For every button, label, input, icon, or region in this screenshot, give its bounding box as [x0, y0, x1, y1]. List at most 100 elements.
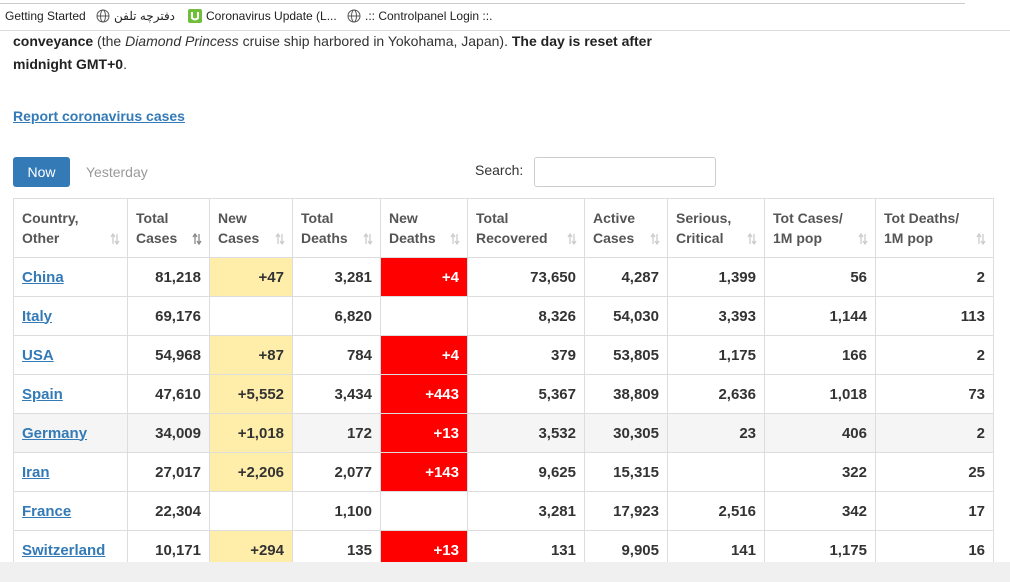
value-cell: +1,018 — [209, 413, 293, 453]
value-cell: 1,175 — [667, 335, 765, 375]
sort-icon[interactable] — [275, 233, 285, 245]
cell-value: 4,287 — [621, 268, 659, 286]
sort-icon[interactable] — [192, 233, 202, 245]
column-header[interactable]: Total Deaths — [292, 198, 381, 258]
bookmarks-bar: Getting Started دفترچه تلفن Coronavirus … — [0, 0, 1010, 31]
country-link[interactable]: China — [22, 268, 64, 286]
header-text[interactable]: Tot Deaths/ — [884, 210, 960, 226]
column-header[interactable]: Active Cases — [584, 198, 668, 258]
cell-value: 1,100 — [334, 502, 372, 520]
cell-value: 54,968 — [155, 346, 201, 364]
header-text[interactable]: Critical — [676, 230, 724, 246]
cell-value: 16 — [968, 541, 985, 559]
bookmark[interactable]: دفترچه تلفن — [96, 9, 175, 23]
value-cell: +4 — [380, 335, 468, 375]
value-cell: 3,434 — [292, 374, 381, 414]
sort-icon[interactable] — [650, 233, 660, 245]
header-text[interactable]: Country, — [22, 210, 79, 226]
sort-icon[interactable] — [110, 233, 120, 245]
value-cell: 342 — [764, 491, 876, 531]
header-text[interactable]: Tot Cases/ — [773, 210, 843, 226]
report-link[interactable]: Report coronavirus cases — [13, 108, 185, 124]
header-text[interactable]: Recovered — [476, 230, 548, 246]
cell-value: +143 — [425, 463, 459, 481]
header-text[interactable]: New — [389, 210, 418, 226]
value-cell: 322 — [764, 452, 876, 492]
header-text[interactable]: Total — [301, 210, 334, 226]
value-cell: 53,805 — [584, 335, 668, 375]
bookmark[interactable]: Getting Started — [5, 9, 86, 23]
column-header[interactable]: New Deaths — [380, 198, 468, 258]
header-text[interactable]: Cases — [218, 230, 260, 246]
header-text[interactable]: Serious, — [676, 210, 732, 226]
bookmark-label[interactable]: Getting Started — [5, 9, 86, 23]
value-cell: 3,393 — [667, 296, 765, 336]
search-label: Search: — [475, 162, 524, 178]
sort-icon[interactable] — [363, 233, 373, 245]
value-cell: 30,305 — [584, 413, 668, 453]
country-link[interactable]: Switzerland — [22, 541, 106, 559]
column-header[interactable]: Total Cases — [127, 198, 210, 258]
value-cell: 4,287 — [584, 257, 668, 297]
search-input[interactable] — [534, 157, 716, 187]
header-text[interactable]: Total — [476, 210, 509, 226]
header-text[interactable]: Deaths — [301, 230, 348, 246]
cell-value: 166 — [841, 346, 867, 364]
value-cell: 2 — [875, 257, 994, 297]
header-text[interactable]: 1M pop — [884, 230, 933, 246]
sort-icon[interactable] — [858, 233, 868, 245]
tab-now[interactable]: Now — [13, 157, 70, 187]
bookmark-label[interactable]: .:: Controlpanel Login ::. — [365, 9, 493, 23]
cell-value: 25 — [968, 463, 985, 481]
bookmark[interactable]: Coronavirus Update (L... — [188, 9, 337, 23]
country-link[interactable]: USA — [22, 346, 54, 364]
value-cell: 38,809 — [584, 374, 668, 414]
header-text[interactable]: 1M pop — [773, 230, 822, 246]
country-link[interactable]: Spain — [22, 385, 63, 403]
tab-yesterday[interactable]: Yesterday — [86, 164, 148, 180]
country-link[interactable]: Iran — [22, 463, 50, 481]
cell-value: +2,206 — [237, 463, 284, 481]
cell-value: 3,532 — [538, 424, 576, 442]
table-row: Iran 27,017 +2,206 2,077 +143 9,625 15,315 322 2… — [13, 452, 994, 492]
cell-value: 172 — [346, 424, 372, 442]
bookmark-label[interactable]: دفترچه تلفن — [114, 9, 176, 23]
value-cell: 22,304 — [127, 491, 210, 531]
cell-value: 34,009 — [155, 424, 201, 442]
header-text[interactable]: New — [218, 210, 247, 226]
header-text[interactable]: Total — [136, 210, 169, 226]
header-text[interactable]: Deaths — [389, 230, 436, 246]
bookmark-label[interactable]: Coronavirus Update (L... — [206, 9, 337, 23]
header-text[interactable]: Active — [593, 210, 636, 226]
cell-value: +443 — [425, 385, 459, 403]
cell-value: 56 — [850, 268, 867, 286]
value-cell: 17,923 — [584, 491, 668, 531]
data-table: Country, Other Total Cases New Cases Total Deat… — [13, 198, 994, 570]
bookmark[interactable]: .:: Controlpanel Login ::. — [347, 9, 492, 23]
cell-value: 1,399 — [718, 268, 756, 286]
sort-icon[interactable] — [747, 233, 757, 245]
value-cell: 1,100 — [292, 491, 381, 531]
sort-icon[interactable] — [976, 233, 986, 245]
cell-value: 9,905 — [621, 541, 659, 559]
column-header[interactable]: Country, Other — [13, 198, 128, 258]
country-link[interactable]: France — [22, 502, 72, 520]
country-link[interactable]: Italy — [22, 307, 53, 325]
country-link[interactable]: Germany — [22, 424, 88, 442]
header-text[interactable]: Cases — [593, 230, 635, 246]
header-text[interactable]: Other — [22, 230, 60, 246]
column-header[interactable]: Tot Cases/1M pop — [764, 198, 876, 258]
cell-value: 784 — [346, 346, 372, 364]
column-header[interactable]: New Cases — [209, 198, 293, 258]
column-header[interactable]: Tot Deaths/1M pop — [875, 198, 994, 258]
text: Diamond Princess — [125, 33, 239, 49]
country-cell: China — [13, 257, 128, 297]
sort-icon[interactable] — [567, 233, 577, 245]
sort-icon[interactable] — [450, 233, 460, 245]
header-text[interactable]: Cases — [136, 230, 178, 246]
column-header[interactable]: Serious, Critical — [667, 198, 765, 258]
cell-value: 9,625 — [538, 463, 576, 481]
column-header[interactable]: Total Recovered — [467, 198, 585, 258]
table-row: France 22,304 1,100 3,281 17,923 2,516 342 17 — [13, 491, 994, 531]
